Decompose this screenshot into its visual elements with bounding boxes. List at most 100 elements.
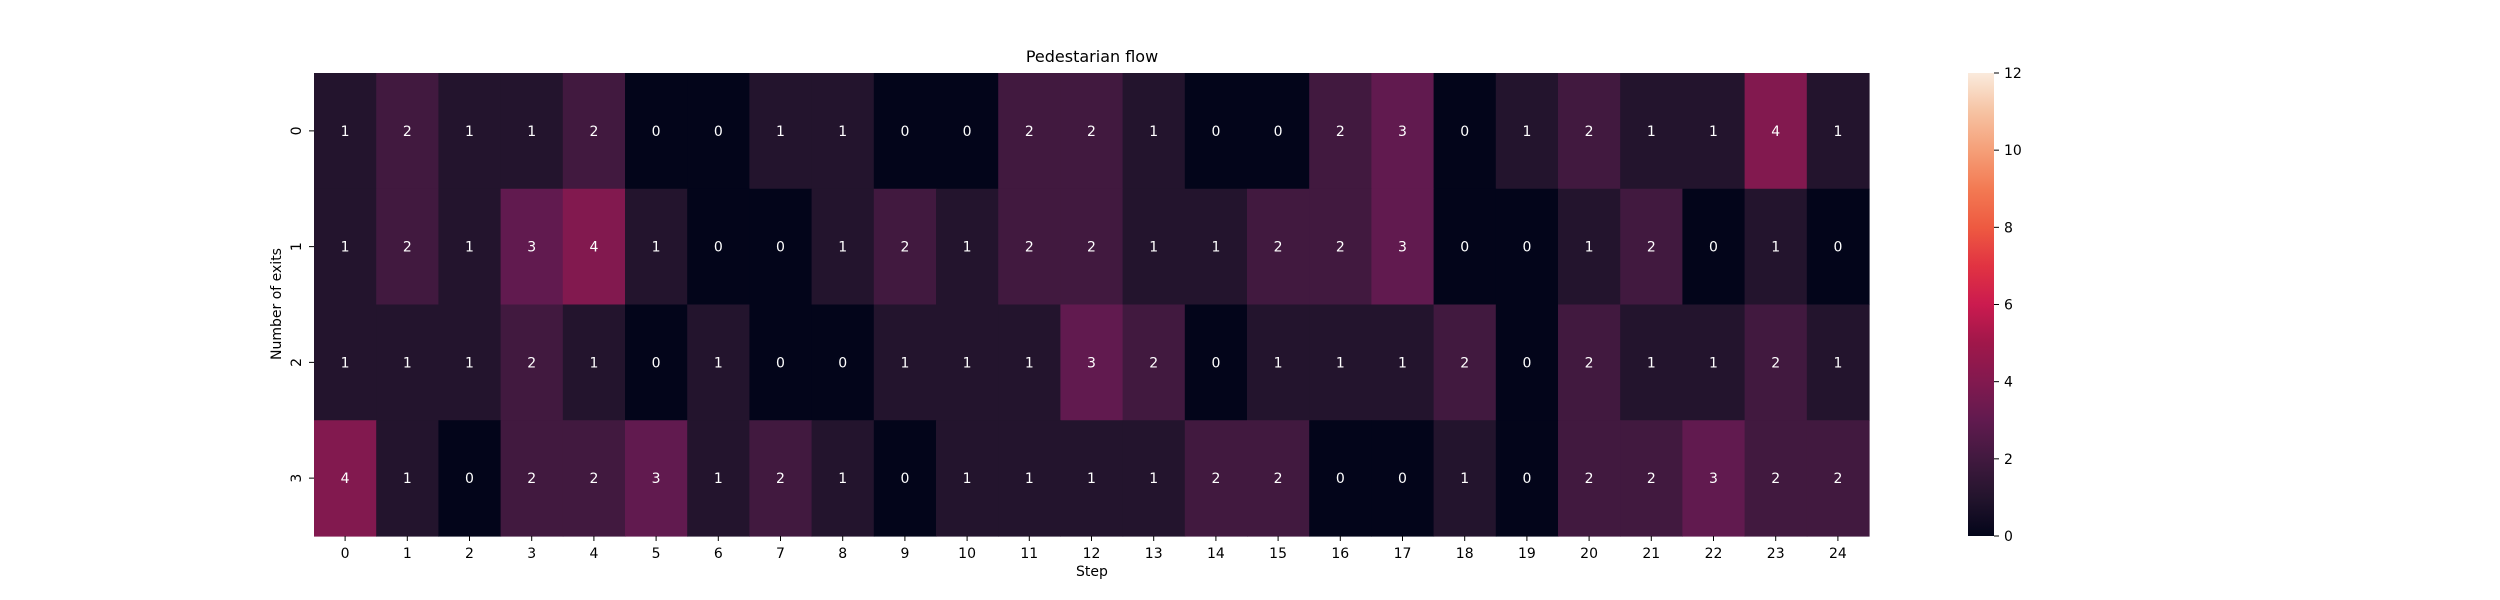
heatmap-cell — [1744, 73, 1808, 190]
x-tick-label: 1 — [403, 546, 412, 562]
heatmap-cell — [1184, 420, 1248, 537]
heatmap-cell — [562, 420, 626, 537]
cell-value-label: 1 — [1274, 355, 1283, 371]
heatmap-annotations: 1 2 1 1 2 0 0 1 1 0 0 2 2 1 0 0 2 3 0 1 2 1 1 4 1 1 2 1 3 4 1 0 0 1 2 1 2 2 1 1… — [341, 124, 1843, 487]
heatmap-cell — [1806, 420, 1870, 537]
cell-value-label: 1 — [341, 355, 350, 371]
cell-value-label: 2 — [1585, 124, 1594, 140]
heatmap-cell — [873, 304, 937, 421]
cell-value-label: 1 — [1025, 355, 1034, 371]
cell-value-label: 0 — [900, 471, 909, 487]
cell-value-label: 3 — [1087, 355, 1096, 371]
heatmap-cell — [1247, 188, 1310, 306]
cell-value-label: 2 — [1336, 124, 1345, 140]
heatmap-cell — [500, 420, 564, 537]
heatmap-cell — [687, 188, 750, 306]
heatmap-cell — [873, 188, 937, 306]
cell-value-label: 0 — [1211, 355, 1220, 371]
x-tick-label: 22 — [1705, 546, 1723, 562]
cell-value-label: 4 — [1771, 124, 1780, 140]
cell-value-label: 0 — [838, 355, 847, 371]
x-tick-label: 7 — [776, 546, 785, 562]
cell-value-label: 3 — [527, 240, 536, 256]
cell-value-label: 1 — [1087, 471, 1096, 487]
cell-value-label: 4 — [341, 471, 350, 487]
x-axis-ticks: 0 1 2 3 4 5 6 7 8 9 10 11 12 13 14 15 16 17 18 19 20 21 22 23 24 — [341, 536, 1847, 562]
colorbar-tick-label: 0 — [2004, 529, 2013, 545]
heatmap-cell — [1682, 304, 1746, 421]
x-tick-label: 4 — [589, 546, 598, 562]
heatmap-cell — [1558, 188, 1621, 306]
x-tick-label: 9 — [900, 546, 909, 562]
cell-value-label: 1 — [1522, 124, 1531, 140]
cell-value-label: 1 — [341, 124, 350, 140]
heatmap-cell — [1433, 73, 1497, 190]
heatmap-cell — [1558, 420, 1621, 537]
cell-value-label: 2 — [1647, 240, 1656, 256]
x-tick-label: 5 — [652, 546, 661, 562]
cell-value-label: 1 — [1398, 355, 1407, 371]
y-tick-label: 1 — [289, 242, 305, 251]
heatmap-cell — [1371, 304, 1435, 421]
colorbar-tick-label: 6 — [2004, 298, 2013, 314]
cell-value-label: 1 — [1149, 240, 1158, 256]
colorbar-tick-label: 4 — [2004, 375, 2013, 391]
cell-value-label: 1 — [1460, 471, 1469, 487]
cell-value-label: 2 — [1771, 355, 1780, 371]
heatmap-cell — [687, 420, 750, 537]
heatmap-cell — [1495, 420, 1559, 537]
cell-value-label: 1 — [403, 471, 412, 487]
heatmap-cell — [749, 73, 813, 190]
cell-value-label: 0 — [963, 124, 972, 140]
cell-value-label: 1 — [341, 240, 350, 256]
x-tick-label: 0 — [341, 546, 350, 562]
x-tick-label: 8 — [838, 546, 847, 562]
heatmap-cell — [1744, 420, 1808, 537]
cell-value-label: 3 — [652, 471, 661, 487]
cell-value-label: 1 — [1709, 355, 1718, 371]
heatmap-cell — [936, 420, 999, 537]
colorbar-tick-label: 8 — [2004, 220, 2013, 236]
cell-value-label: 1 — [838, 471, 847, 487]
cell-value-label: 2 — [403, 124, 412, 140]
cell-value-label: 1 — [652, 240, 661, 256]
heatmap-cell — [1184, 73, 1248, 190]
cell-value-label: 1 — [714, 471, 723, 487]
cell-value-label: 2 — [1336, 240, 1345, 256]
heatmap-cell — [1122, 304, 1186, 421]
heatmap-cell — [1309, 73, 1372, 190]
x-tick-label: 21 — [1642, 546, 1660, 562]
heatmap-cell — [1682, 420, 1746, 537]
heatmap-cell — [1184, 304, 1248, 421]
cell-value-label: 4 — [589, 240, 598, 256]
x-tick-label: 6 — [714, 546, 723, 562]
cell-value-label: 0 — [1833, 240, 1842, 256]
cell-value-label: 0 — [1460, 124, 1469, 140]
cell-value-label: 1 — [1771, 240, 1780, 256]
chart-title: Pedestarian flow — [1026, 47, 1158, 66]
cell-value-label: 2 — [589, 124, 598, 140]
x-tick-label: 2 — [465, 546, 474, 562]
heatmap-cell — [1309, 420, 1372, 537]
cell-value-label: 1 — [403, 355, 412, 371]
cell-value-label: 1 — [838, 124, 847, 140]
heatmap-cell — [1620, 73, 1683, 190]
heatmap-cell — [1371, 188, 1435, 306]
x-tick-label: 15 — [1269, 546, 1287, 562]
x-tick-label: 11 — [1020, 546, 1038, 562]
heatmap-cell — [562, 188, 626, 306]
heatmap-cell — [936, 304, 999, 421]
colorbar-gradient — [1968, 73, 1994, 536]
cell-value-label: 1 — [1149, 471, 1158, 487]
cell-value-label: 2 — [1647, 471, 1656, 487]
x-tick-label: 12 — [1083, 546, 1101, 562]
heatmap-cell — [1558, 73, 1621, 190]
cell-value-label: 2 — [527, 355, 536, 371]
heatmap-cell — [1495, 304, 1559, 421]
heatmap-cell — [1309, 188, 1372, 306]
heatmap-cell — [1558, 304, 1621, 421]
cell-value-label: 0 — [714, 240, 723, 256]
x-tick-label: 17 — [1394, 546, 1412, 562]
heatmap-cell — [625, 420, 688, 537]
